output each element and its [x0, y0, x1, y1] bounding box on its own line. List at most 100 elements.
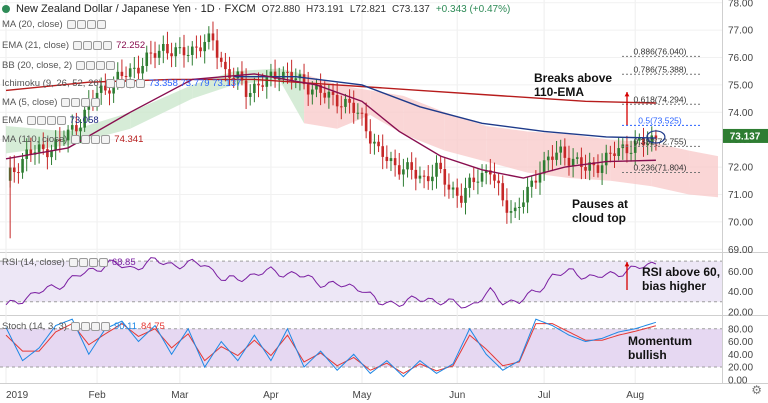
stoch-y-tick: 60.00 — [728, 337, 753, 348]
legend-label[interactable]: BB (20, close, 2) — [2, 60, 73, 71]
settings-gear-icon[interactable]: ⚙ — [751, 383, 762, 397]
rsi-label[interactable]: RSI (14, close) — [2, 257, 65, 268]
rsi-buttons — [68, 258, 108, 267]
stoch-buttons — [70, 322, 110, 331]
candle-body — [37, 144, 41, 153]
candle-body — [530, 180, 534, 187]
more-icon[interactable] — [106, 61, 116, 70]
symbol-title[interactable]: New Zealand Dollar / Japanese Yen · 1D ·… — [16, 3, 256, 15]
legend-value: 73.358 73.779 73.137 — [148, 78, 242, 89]
more-icon[interactable] — [135, 79, 145, 88]
eye-icon[interactable] — [73, 41, 83, 50]
gear-icon[interactable] — [81, 135, 91, 144]
candle-body — [397, 165, 401, 175]
candle-body — [137, 67, 140, 74]
eye-icon[interactable] — [66, 20, 76, 29]
legend-label[interactable]: MA (5, close) — [2, 97, 58, 108]
candle-body — [153, 53, 157, 58]
eye-icon[interactable] — [70, 322, 80, 331]
legend-buttons — [105, 79, 145, 88]
change-value: +0.343 (+0.47%) — [435, 3, 511, 15]
gear-icon[interactable] — [78, 258, 88, 267]
open-value: O72.880 — [261, 3, 301, 15]
gear-icon[interactable] — [83, 41, 93, 50]
price-badge — [723, 128, 768, 143]
candle-body — [95, 92, 99, 102]
close-icon[interactable] — [81, 98, 91, 107]
more-icon[interactable] — [98, 258, 108, 267]
legend-row: EMA (21, close) 72.252 — [2, 40, 145, 51]
candle-body — [513, 207, 517, 212]
close-icon[interactable] — [88, 258, 98, 267]
y-tick-label: 72.00 — [728, 163, 753, 174]
candle-body — [609, 152, 612, 154]
cloud-segment — [403, 95, 445, 151]
candle-body — [460, 195, 463, 203]
axes-layer: 2019 Feb Mar Apr May Jun Jul Aug 69.00 70.00 71.00… — [6, 0, 768, 401]
close-icon[interactable] — [125, 79, 135, 88]
x-tick-label: Jul — [538, 390, 551, 401]
fib-layer: 0.886(76.040) 0.786(75.388) 0.618(74.294) 0… — [534, 46, 700, 225]
candle-body — [509, 211, 513, 213]
candle-body — [54, 139, 57, 151]
close-icon[interactable] — [46, 116, 56, 125]
legend-label[interactable]: MA (110, close) — [2, 134, 68, 145]
more-icon[interactable] — [96, 20, 106, 29]
gear-icon[interactable] — [80, 322, 90, 331]
legend-label[interactable]: MA (20, close) — [2, 19, 63, 30]
candle-body — [149, 52, 153, 54]
candle-body — [190, 46, 194, 55]
candle-body — [257, 83, 260, 86]
cloud-segment — [6, 126, 69, 154]
more-icon[interactable] — [100, 322, 110, 331]
candle-body — [364, 113, 368, 132]
legend-label[interactable]: EMA (21, close) — [2, 40, 70, 51]
gear-icon[interactable] — [115, 79, 125, 88]
candle-body — [311, 89, 314, 95]
more-icon[interactable] — [103, 41, 113, 50]
eye-icon[interactable] — [68, 258, 78, 267]
legend-label[interactable]: EMA — [2, 115, 23, 126]
candle-body — [617, 148, 620, 157]
candle-body — [489, 170, 492, 175]
candle-body — [277, 78, 281, 80]
candle-body — [567, 157, 571, 166]
candle-body — [472, 177, 476, 183]
candle-body — [389, 158, 393, 162]
candle-body — [638, 137, 641, 141]
eye-icon[interactable] — [105, 79, 115, 88]
close-icon[interactable] — [96, 61, 106, 70]
candle-body — [455, 187, 459, 196]
rsi-line — [5, 257, 657, 309]
close-icon[interactable] — [90, 322, 100, 331]
close-icon[interactable] — [86, 20, 96, 29]
eye-icon[interactable] — [76, 61, 86, 70]
gear-icon[interactable] — [36, 116, 46, 125]
eye-icon[interactable] — [71, 135, 81, 144]
more-icon[interactable] — [56, 116, 66, 125]
low-value: L72.821 — [349, 3, 387, 15]
gear-icon[interactable] — [71, 98, 81, 107]
candle-body — [141, 65, 144, 74]
more-icon[interactable] — [101, 135, 111, 144]
candle-body — [323, 92, 327, 98]
candle-body — [170, 53, 173, 57]
candle-body — [422, 175, 426, 177]
close-icon[interactable] — [93, 41, 103, 50]
candle-body — [62, 140, 66, 142]
stoch-y-tick: 0.00 — [728, 375, 748, 386]
close-icon[interactable] — [91, 135, 101, 144]
eye-icon[interactable] — [61, 98, 71, 107]
legend-label[interactable]: Ichimoku (9, 26, 52, 26) — [2, 78, 102, 89]
gear-icon[interactable] — [76, 20, 86, 29]
stoch-label[interactable]: Stoch (14, 3, 3) — [2, 321, 67, 332]
rsi-annotation-line: bias higher — [642, 279, 706, 293]
candle-body — [186, 54, 190, 56]
rsi-panel: 20.00 40.00 60.00 RSI above 60, bias higher — [0, 257, 753, 318]
gear-icon[interactable] — [86, 61, 96, 70]
candle-body — [426, 176, 430, 182]
more-icon[interactable] — [91, 98, 101, 107]
eye-icon[interactable] — [26, 116, 36, 125]
x-tick-label: Jun — [449, 390, 465, 401]
